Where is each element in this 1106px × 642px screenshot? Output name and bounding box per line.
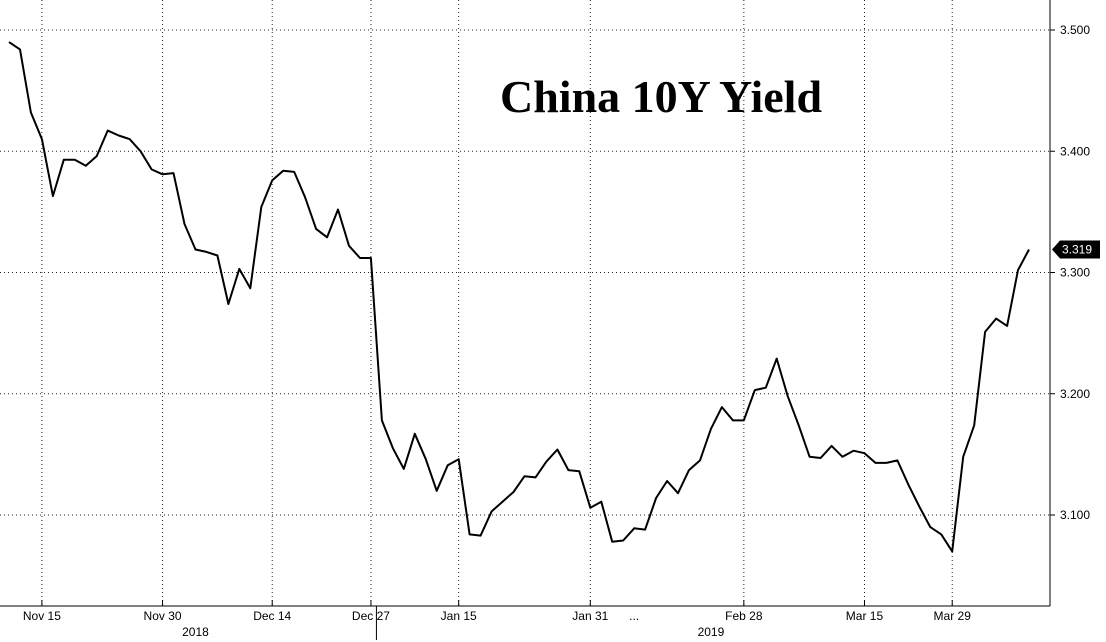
year-label: 2018 [182, 625, 209, 639]
y-tick-label: 3.300 [1060, 266, 1090, 280]
x-tick-label: Mar 29 [934, 609, 972, 623]
x-tick-label: Mar 15 [846, 609, 884, 623]
chart-title: China 10Y Yield [500, 71, 822, 122]
x-tick-label: Nov 30 [144, 609, 182, 623]
y-tick-label: 3.200 [1060, 387, 1090, 401]
y-tick-label: 3.500 [1060, 23, 1090, 37]
y-tick-label: 3.400 [1060, 144, 1090, 158]
series-line [8, 41, 1030, 553]
y-tick-labels: 3.100 3.200 3.300 3.400 3.500 [1060, 23, 1090, 522]
x-axis-gap-marker: ... [629, 609, 639, 623]
x-tick-label: Jan 15 [441, 609, 477, 623]
x-tick-label: Dec 27 [352, 609, 390, 623]
x-tick-label: Jan 31 [572, 609, 608, 623]
last-value-badge: 3.319 [1052, 240, 1100, 259]
x-tick-labels: Nov 15 Nov 30 Dec 14 Dec 27 Jan 15 Jan 31 Feb … [23, 609, 971, 623]
y-tick-label: 3.100 [1060, 508, 1090, 522]
x-tick-label: Nov 15 [23, 609, 61, 623]
x-tick-label: Feb 28 [725, 609, 763, 623]
year-label: 2019 [698, 625, 725, 639]
year-labels: 2018 2019 [182, 625, 725, 639]
x-tick-label: Dec 14 [253, 609, 291, 623]
y-grid-lines [0, 29, 1055, 516]
last-value-label: 3.319 [1062, 242, 1092, 256]
